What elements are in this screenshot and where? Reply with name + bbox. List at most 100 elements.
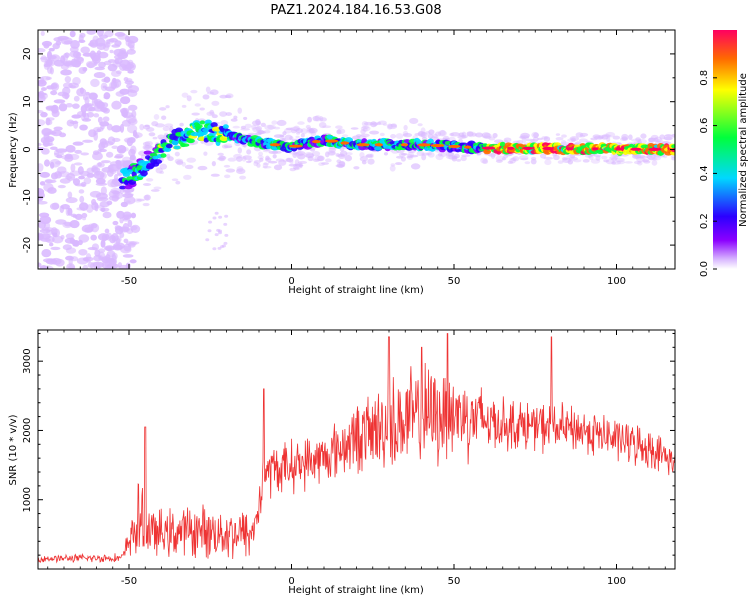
spectral-blob [119, 48, 127, 55]
spectral-peak [463, 145, 472, 149]
spectral-blob [590, 158, 601, 164]
spectral-blob [592, 134, 601, 139]
spectral-blob [224, 174, 231, 179]
spectral-blob [144, 124, 150, 128]
spectral-blob [129, 155, 135, 161]
spectral-blob [40, 111, 48, 118]
spectral-blob [128, 136, 136, 144]
spectral-blob [125, 241, 138, 246]
spectral-blob [45, 258, 58, 265]
spectral-blob [295, 135, 300, 139]
spectral-blob [391, 149, 399, 154]
spectral-blob [127, 219, 133, 228]
colorbar-tick-label: 0.8 [699, 70, 710, 86]
spectral-blob [78, 234, 90, 243]
spectral-blob [482, 159, 489, 165]
spectral-blob [74, 149, 82, 154]
x-tick-label: 100 [607, 576, 626, 587]
spectral-blob [362, 127, 368, 132]
spectral-blob [79, 124, 88, 131]
spectral-blob [310, 148, 316, 152]
spectral-blob [214, 233, 219, 237]
spectral-blob [91, 164, 99, 174]
spectral-blob [104, 228, 110, 234]
spectral-blob [355, 134, 362, 138]
spectral-blob [63, 40, 73, 45]
spectral-blob [606, 136, 611, 142]
spectral-blob [258, 151, 264, 157]
spectral-blob [369, 153, 374, 158]
spectral-blob [43, 159, 51, 167]
x-tick-label: 50 [448, 276, 461, 287]
spectral-blob [442, 137, 450, 141]
spectral-blob [122, 112, 134, 119]
spectral-blob [79, 32, 86, 38]
spectral-blob [242, 155, 252, 160]
spectral-blob [637, 160, 643, 166]
spectral-blob [65, 197, 78, 204]
x-tick-label: -50 [121, 576, 137, 587]
spectral-blob [165, 143, 173, 149]
spectral-blob [601, 155, 608, 160]
spectral-blob [671, 148, 675, 153]
spectral-blob [105, 151, 114, 158]
spectral-blob [142, 183, 152, 186]
spectral-blob [153, 186, 162, 190]
spectral-blob [106, 169, 114, 177]
spectral-blob [79, 195, 85, 203]
spectral-blob [179, 122, 184, 127]
spectral-blob [117, 33, 128, 40]
spectral-blob [167, 156, 174, 162]
spectral-blob [159, 107, 167, 111]
spectral-blob [214, 211, 219, 215]
spectral-blob [306, 127, 312, 132]
snr-x-ticks: -50 0 50 100 [47, 330, 666, 587]
spectral-blob [150, 189, 160, 192]
spectral-blob [181, 92, 189, 98]
spectral-blob [186, 157, 197, 163]
spectral-blob [656, 139, 664, 143]
spectral-blob [305, 124, 311, 130]
spectral-blob [86, 30, 97, 35]
spectral-peak [311, 140, 321, 144]
spectral-blob [365, 153, 373, 158]
spectral-blob [136, 198, 145, 202]
spectral-blob [122, 147, 129, 152]
spectral-blob [57, 184, 66, 189]
spectral-blob [86, 62, 95, 69]
spectral-blob [322, 125, 332, 129]
spectral-blob [83, 103, 94, 107]
spectral-blob [102, 211, 112, 219]
snr-x-label: Height of straight line (km) [288, 585, 424, 596]
spectral-blob [390, 134, 397, 139]
spectral-blob [100, 141, 109, 148]
spectral-blob [98, 255, 104, 261]
spectral-blob [95, 37, 106, 47]
spectral-blob [345, 152, 353, 156]
spectral-peak [356, 143, 370, 147]
spectral-blob [38, 142, 42, 147]
spectral-blob [194, 103, 201, 107]
spectral-blob [208, 132, 216, 137]
spectral-blob [106, 123, 113, 131]
x-tick-label: 0 [288, 276, 294, 287]
spectral-blob [263, 162, 270, 166]
spectral-blob [100, 82, 108, 92]
spectral-blob [635, 154, 646, 159]
spectral-blob [223, 164, 231, 168]
spectral-blob [90, 223, 100, 233]
spectral-blob [111, 145, 119, 149]
spectral-blob [427, 133, 434, 139]
spectral-blob [67, 191, 73, 199]
spectral-blob [89, 190, 102, 198]
spectral-blob [64, 154, 74, 162]
spectral-blob [100, 239, 106, 248]
spectral-blob [295, 128, 304, 134]
spectral-blob [78, 67, 87, 75]
spectral-blob [230, 118, 238, 122]
spectral-blob [321, 162, 329, 165]
spectral-blob [216, 228, 221, 232]
spectral-blob [671, 133, 675, 138]
spectral-blob [640, 133, 647, 139]
spectral-blob [533, 132, 539, 138]
